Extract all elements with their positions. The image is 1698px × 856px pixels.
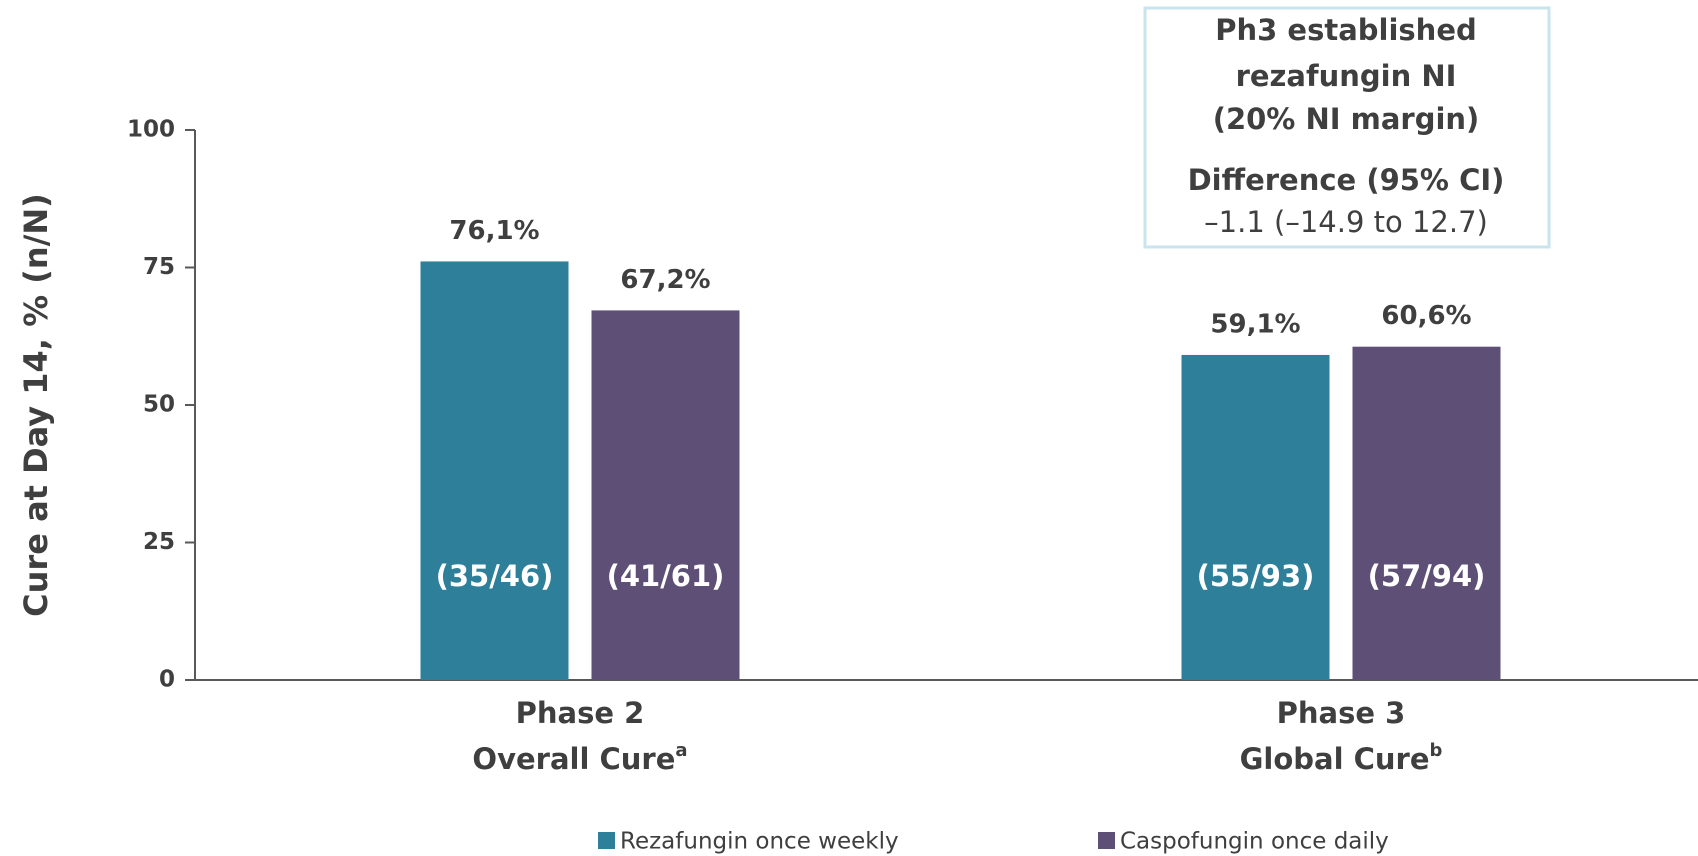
legend-swatch [1098,832,1115,849]
count-label: (57/94) [1368,559,1486,593]
y-tick-label: 0 [159,667,175,693]
annotation-heading: Difference (95% CI) [1188,163,1505,197]
y-tick-label: 50 [143,392,175,418]
legend-swatch [598,832,615,849]
annotation-title: Ph3 established [1215,13,1477,47]
x-tick-label: Phase 2 [516,696,645,730]
y-tick-label: 100 [127,117,175,143]
legend-label: Rezafungin once weekly [620,829,899,855]
bar [1352,346,1501,680]
annotation-title: rezafungin NI [1236,59,1457,93]
legend-label: Caspofungin once daily [1120,829,1389,855]
value-label: 60,6% [1381,301,1471,331]
category-footnote: a [675,740,687,761]
value-label: 67,2% [620,265,710,295]
category-subtitle: Global Cure [1240,742,1430,776]
y-tick-label: 25 [143,529,175,555]
value-label: 76,1% [449,216,539,246]
count-label: (35/46) [436,559,554,593]
bar [1181,354,1330,680]
y-tick-label: 75 [143,254,175,280]
value-label: 59,1% [1210,309,1300,339]
x-tick-sublabel: Overall Curea [472,740,687,776]
category-footnote: b [1430,740,1443,761]
annotation-box [1143,6,1551,249]
bar [591,310,740,680]
count-label: (55/93) [1197,559,1315,593]
annotation-text: –1.1 (–14.9 to 12.7) [1204,205,1488,239]
count-label: (41/61) [607,559,725,593]
category-subtitle: Overall Cure [472,742,675,776]
x-tick-sublabel: Global Cureb [1240,740,1443,776]
annotation-title: (20% NI margin) [1213,102,1480,136]
x-tick-label: Phase 3 [1277,696,1406,730]
bar [420,261,569,680]
y-axis-label: Cure at Day 14, % (n/N) [17,193,55,617]
